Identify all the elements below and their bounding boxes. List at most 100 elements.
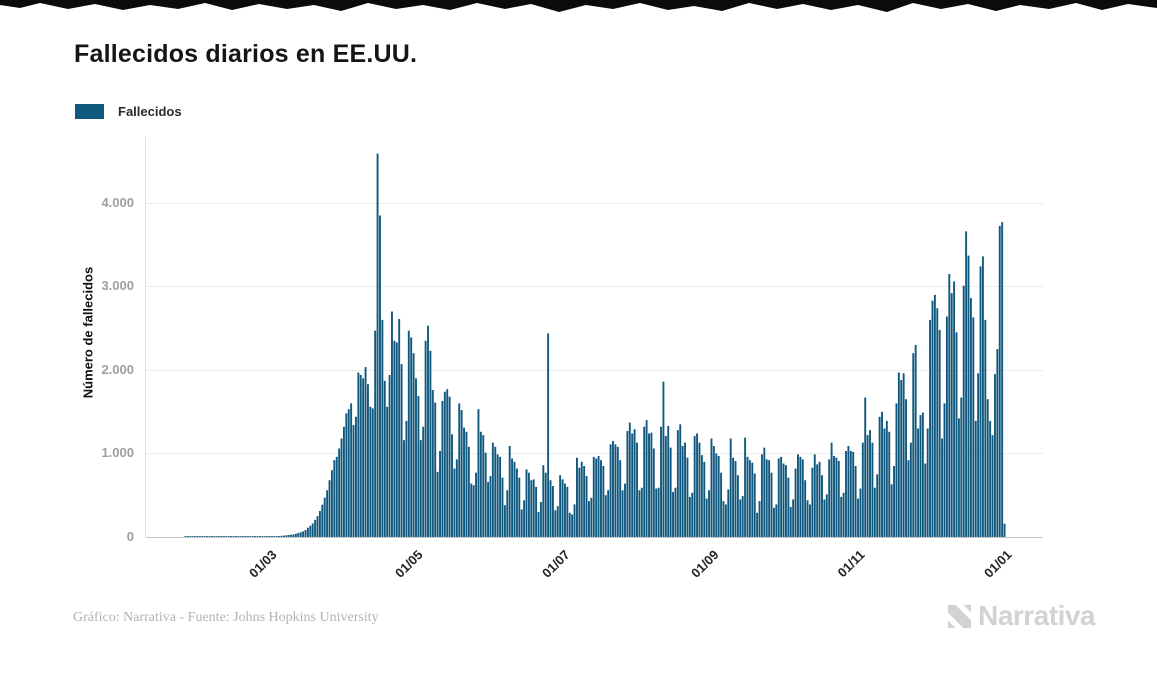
bar bbox=[748, 460, 751, 537]
bar bbox=[367, 384, 369, 537]
bar bbox=[597, 456, 600, 537]
bar bbox=[758, 501, 761, 537]
bar bbox=[551, 486, 554, 537]
bar bbox=[580, 461, 583, 537]
bar bbox=[463, 427, 465, 537]
bar bbox=[383, 380, 386, 537]
bar bbox=[809, 504, 811, 537]
bar bbox=[989, 420, 992, 537]
bar bbox=[840, 496, 843, 537]
bar bbox=[513, 461, 516, 537]
bar bbox=[446, 389, 449, 537]
bar bbox=[391, 311, 393, 537]
bar bbox=[806, 500, 809, 537]
bar bbox=[645, 420, 648, 537]
bar bbox=[484, 452, 487, 537]
x-axis-line bbox=[146, 537, 1043, 538]
bar bbox=[234, 536, 237, 537]
bar bbox=[979, 266, 982, 537]
bar bbox=[189, 536, 192, 537]
bar bbox=[732, 457, 735, 537]
bar bbox=[672, 491, 674, 537]
bar bbox=[465, 431, 468, 537]
bar bbox=[861, 442, 864, 537]
bar bbox=[1001, 222, 1004, 537]
bar bbox=[434, 402, 437, 537]
bar bbox=[967, 255, 970, 537]
bar bbox=[371, 408, 374, 537]
bar bbox=[270, 536, 273, 537]
bar bbox=[912, 353, 915, 537]
bar bbox=[561, 479, 564, 537]
bar bbox=[451, 434, 453, 537]
bar bbox=[929, 319, 932, 537]
bar bbox=[316, 516, 319, 537]
x-tick-label: 01/05 bbox=[392, 547, 426, 581]
narrativa-logo: Narrativa bbox=[946, 600, 1095, 632]
bar bbox=[604, 495, 607, 537]
bar bbox=[508, 445, 511, 537]
bar bbox=[881, 411, 883, 537]
y-axis-title: Número de fallecidos bbox=[80, 266, 96, 399]
bar bbox=[775, 504, 778, 537]
bar bbox=[801, 459, 804, 537]
bar bbox=[818, 461, 821, 537]
bar bbox=[266, 536, 269, 537]
bar bbox=[554, 510, 557, 537]
bar bbox=[760, 454, 763, 537]
bar bbox=[753, 473, 756, 537]
bar bbox=[311, 523, 314, 537]
bar bbox=[859, 488, 862, 537]
bar bbox=[768, 460, 771, 537]
bar bbox=[931, 300, 934, 537]
bar bbox=[239, 536, 242, 537]
narrativa-n-icon bbox=[948, 604, 972, 628]
bar bbox=[943, 403, 946, 537]
legend-swatch-icon bbox=[75, 104, 104, 119]
bar bbox=[472, 485, 475, 537]
bar bbox=[849, 450, 852, 537]
bar bbox=[460, 410, 463, 537]
bar bbox=[804, 480, 807, 537]
bar bbox=[530, 480, 533, 537]
bar bbox=[638, 490, 641, 537]
bar bbox=[926, 428, 929, 537]
y-tick-label: 2.000 bbox=[101, 361, 134, 377]
bar bbox=[290, 534, 293, 537]
bar bbox=[681, 445, 684, 537]
bar bbox=[924, 463, 927, 537]
bar bbox=[986, 399, 989, 537]
bar bbox=[602, 466, 605, 537]
bar bbox=[907, 460, 910, 537]
bar bbox=[571, 514, 574, 537]
bar bbox=[921, 412, 924, 537]
bar bbox=[242, 536, 244, 537]
bar bbox=[1003, 523, 1006, 537]
bar bbox=[583, 466, 586, 537]
bar bbox=[482, 435, 485, 537]
bar bbox=[333, 460, 336, 537]
bar bbox=[364, 367, 367, 537]
bar bbox=[621, 490, 624, 537]
bar bbox=[933, 294, 936, 537]
bar bbox=[410, 337, 413, 537]
bar bbox=[559, 475, 562, 537]
bar bbox=[864, 397, 867, 537]
bar bbox=[573, 504, 576, 537]
bar bbox=[957, 418, 960, 537]
bar bbox=[535, 486, 538, 537]
bar bbox=[520, 509, 523, 537]
bar bbox=[708, 490, 711, 537]
bar bbox=[251, 536, 254, 537]
bar bbox=[511, 458, 514, 537]
bar bbox=[816, 464, 819, 537]
bar bbox=[436, 471, 439, 537]
bar bbox=[487, 481, 490, 537]
bar bbox=[400, 364, 403, 537]
bar bbox=[350, 403, 353, 537]
bar bbox=[897, 372, 900, 537]
bar bbox=[948, 273, 951, 537]
bar bbox=[470, 483, 473, 537]
bar bbox=[837, 461, 840, 537]
